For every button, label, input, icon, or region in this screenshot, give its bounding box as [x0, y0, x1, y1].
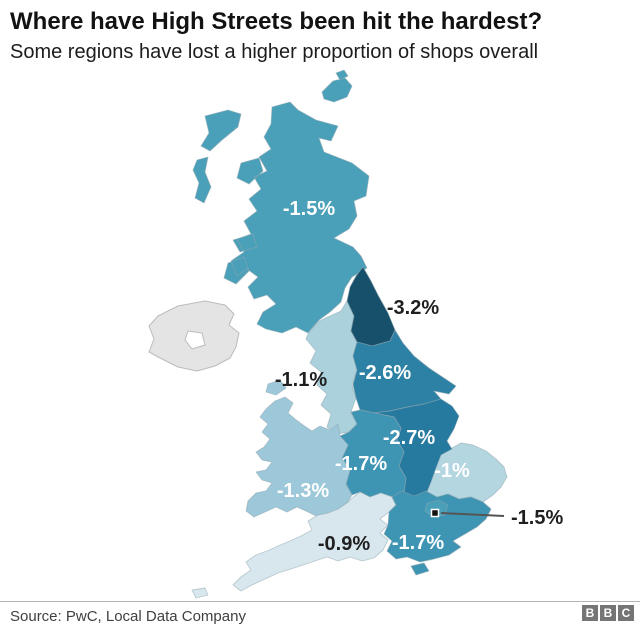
- footer-divider: [0, 601, 640, 602]
- region-scotland: [192, 69, 370, 334]
- label-wales: -1.3%: [277, 480, 329, 502]
- label-east-midlands: -2.7%: [383, 427, 435, 449]
- label-scotland: -1.5%: [283, 198, 335, 220]
- page-title: Where have High Streets been hit the har…: [10, 8, 543, 35]
- label-south-east: -1.7%: [392, 532, 444, 554]
- label-south-west: -0.9%: [318, 533, 370, 555]
- bbc-logo-letter: B: [582, 605, 598, 621]
- bbc-logo: B B C: [582, 605, 634, 621]
- bbc-logo-letter: B: [600, 605, 616, 621]
- bbc-logo-letter: C: [618, 605, 634, 621]
- chart-header: Where have High Streets been hit the har…: [0, 0, 640, 64]
- page-subtitle: Some regions have lost a higher proporti…: [10, 40, 539, 63]
- region-yorkshire: [352, 329, 457, 414]
- region-south-west: [191, 491, 397, 599]
- london-callout-line: [440, 512, 505, 517]
- label-london: -1.5%: [511, 507, 563, 529]
- source-text: Source: PwC, Local Data Company: [10, 608, 246, 625]
- chart-footer: Source: PwC, Local Data Company B B C: [0, 601, 640, 630]
- label-north-west: -1.1%: [275, 369, 327, 391]
- london-callout-marker: [430, 508, 440, 518]
- label-west-midlands: -1.7%: [335, 453, 387, 475]
- label-east-of-england: -1%: [434, 460, 470, 482]
- region-south-east: [383, 490, 492, 576]
- region-northern-ireland: [148, 300, 240, 372]
- label-north-east: -3.2%: [387, 297, 439, 319]
- label-yorkshire: -2.6%: [359, 362, 411, 384]
